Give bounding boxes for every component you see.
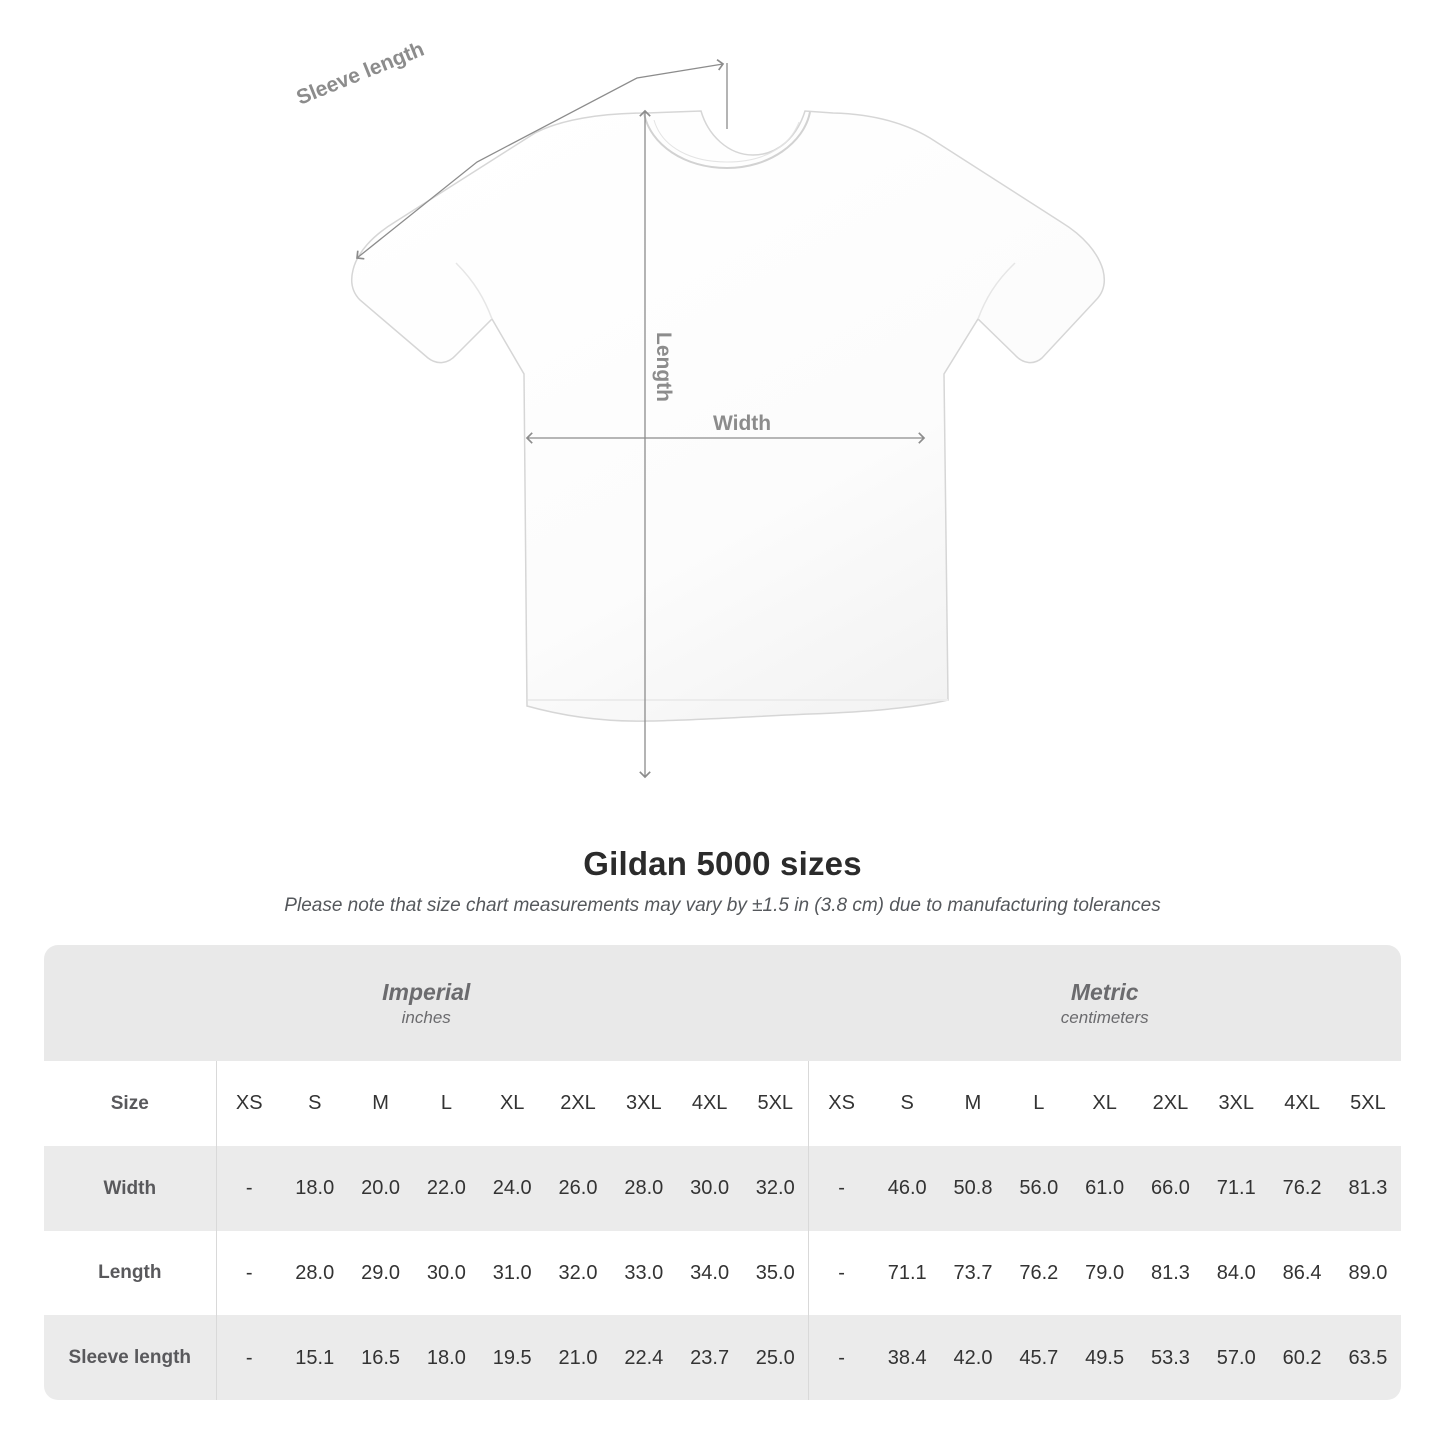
svg-text:Width: Width (713, 412, 771, 435)
svg-text:Length: Length (652, 332, 675, 402)
svg-text:Sleeve length: Sleeve length (293, 38, 427, 110)
